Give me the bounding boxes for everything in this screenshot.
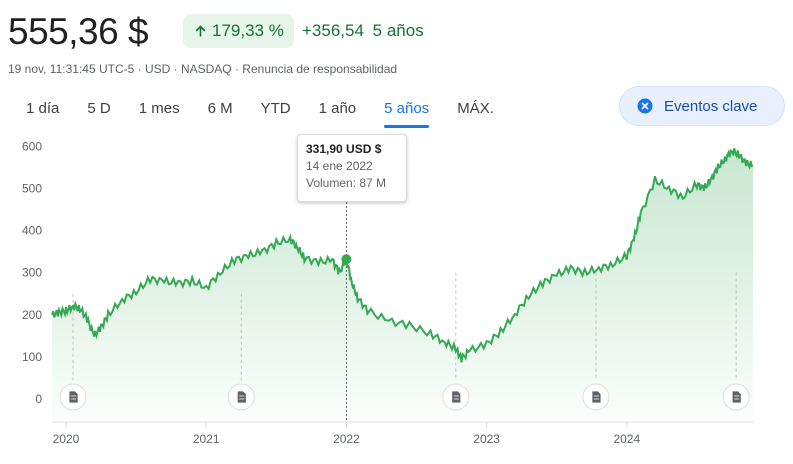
range-tab-3[interactable]: 6 M bbox=[207, 100, 233, 117]
document-icon bbox=[236, 390, 247, 404]
range-tab-6[interactable]: 5 años bbox=[370, 96, 443, 128]
y-tick-label-6: 600 bbox=[22, 139, 42, 153]
range-tabs: 1 día 5 D 1 mes 6 M YTD 1 año 5 años MÁX. bbox=[12, 96, 508, 128]
tooltip-price: 331,90 USD $ bbox=[306, 142, 382, 156]
current-price: 555,36 $ bbox=[8, 11, 149, 52]
x-tick-label-3: 2023 bbox=[473, 432, 500, 446]
range-tab-1[interactable]: 5 D bbox=[87, 100, 111, 117]
x-tick-label-0: 2020 bbox=[53, 432, 80, 446]
y-tick-label-2: 200 bbox=[22, 308, 42, 322]
y-tick-label-3: 300 bbox=[22, 266, 42, 280]
key-events-label: Eventos clave bbox=[664, 97, 758, 115]
change-percent-badge: 179,33 % bbox=[183, 14, 294, 48]
document-icon bbox=[451, 390, 462, 404]
tooltip-date: 14 ene 2022 bbox=[306, 159, 373, 173]
chart-tooltip: 331,90 USD $ 14 ene 2022 Volumen: 87 M bbox=[297, 134, 407, 202]
area-fill bbox=[52, 148, 753, 421]
y-tick-label-5: 500 bbox=[22, 182, 42, 196]
event-marker-4[interactable] bbox=[582, 383, 610, 411]
key-events-button[interactable]: Eventos clave bbox=[619, 86, 785, 126]
quote-meta: 19 nov, 11:31:45 UTC-5 · USD · NASDAQ · … bbox=[8, 62, 398, 76]
document-icon bbox=[591, 390, 602, 404]
event-marker-1[interactable] bbox=[227, 383, 255, 411]
tooltip-volume: Volumen: 87 M bbox=[306, 176, 387, 190]
price-chart[interactable]: 0 100 200 300 400 500 600 2020 2021 2022 2023 2024 bbox=[0, 130, 793, 464]
price-line bbox=[51, 148, 754, 363]
y-tick-label-1: 100 bbox=[22, 350, 42, 364]
x-tick-label-4: 2024 bbox=[613, 432, 640, 446]
range-tab-4[interactable]: YTD bbox=[260, 100, 291, 117]
y-tick-label-4: 400 bbox=[22, 224, 42, 238]
event-marker-5[interactable] bbox=[722, 383, 750, 411]
change-abs-value: +356,54 bbox=[302, 21, 364, 40]
y-tick-label-0: 0 bbox=[35, 392, 42, 406]
range-tab-7[interactable]: MÁX. bbox=[457, 100, 494, 117]
document-icon bbox=[68, 390, 79, 404]
change-percent: 179,33 % bbox=[212, 21, 284, 40]
event-marker-3[interactable] bbox=[442, 383, 470, 411]
x-tick-label-2: 2022 bbox=[333, 432, 360, 446]
range-tab-2[interactable]: 1 mes bbox=[138, 100, 180, 117]
range-tab-5[interactable]: 1 año bbox=[318, 100, 357, 117]
selected-point bbox=[341, 254, 352, 265]
document-icon bbox=[731, 390, 742, 404]
close-circle-icon bbox=[637, 98, 653, 114]
event-marker-0[interactable] bbox=[59, 383, 87, 411]
change-period: 5 años bbox=[372, 21, 424, 40]
arrow-up-icon bbox=[195, 24, 206, 36]
x-tick-label-1: 2021 bbox=[193, 432, 220, 446]
range-tab-0[interactable]: 1 día bbox=[26, 100, 60, 117]
change-absolute: +356,54 5 años bbox=[302, 14, 424, 48]
